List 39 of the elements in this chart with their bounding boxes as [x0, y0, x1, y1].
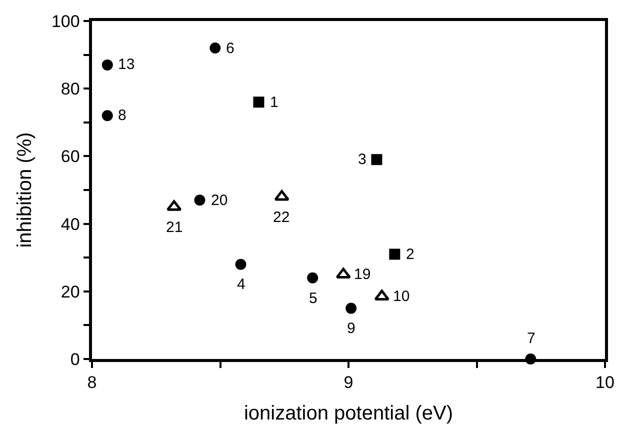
- annotation: 13: [118, 56, 135, 73]
- y-tick-label: 100: [51, 12, 80, 31]
- point: [307, 272, 318, 284]
- point: [235, 258, 246, 270]
- point: [210, 42, 221, 54]
- point: [274, 190, 290, 201]
- x-tick-label: 10: [596, 373, 614, 392]
- x-tick-label: 9: [344, 373, 354, 392]
- point: [336, 268, 351, 278]
- annotation: 10: [393, 288, 410, 305]
- y-tick-label: 80: [60, 80, 80, 99]
- annotation: 7: [527, 330, 536, 347]
- y-axis-title: inhibition (%): [14, 132, 36, 248]
- y-tick-label: 40: [60, 214, 80, 234]
- annotation: 8: [118, 107, 126, 124]
- x-axis-title: ionization potential (eV): [244, 402, 454, 425]
- annotation: 6: [226, 40, 234, 57]
- annotation: 19: [354, 266, 371, 283]
- annotation: 3: [358, 151, 366, 168]
- annotation: 21: [166, 219, 183, 236]
- point: [102, 59, 113, 70]
- annotation: 1: [270, 94, 278, 111]
- point: [253, 96, 264, 108]
- y-tick-label: 20: [60, 282, 80, 302]
- point: [371, 154, 382, 166]
- point: [102, 110, 113, 122]
- annotation: 4: [237, 276, 246, 293]
- x-tick-label: 8: [87, 373, 97, 392]
- point: [194, 194, 206, 206]
- annotation: 2: [406, 246, 414, 263]
- annotation: 22: [273, 209, 290, 226]
- annotation: 5: [309, 290, 318, 307]
- y-tick-label: 0: [70, 350, 80, 369]
- annotation: 9: [347, 320, 356, 337]
- point: [346, 302, 357, 314]
- point: [374, 290, 390, 300]
- y-tick-label: 60: [60, 147, 80, 166]
- annotation: 20: [211, 192, 228, 209]
- point: [389, 248, 400, 260]
